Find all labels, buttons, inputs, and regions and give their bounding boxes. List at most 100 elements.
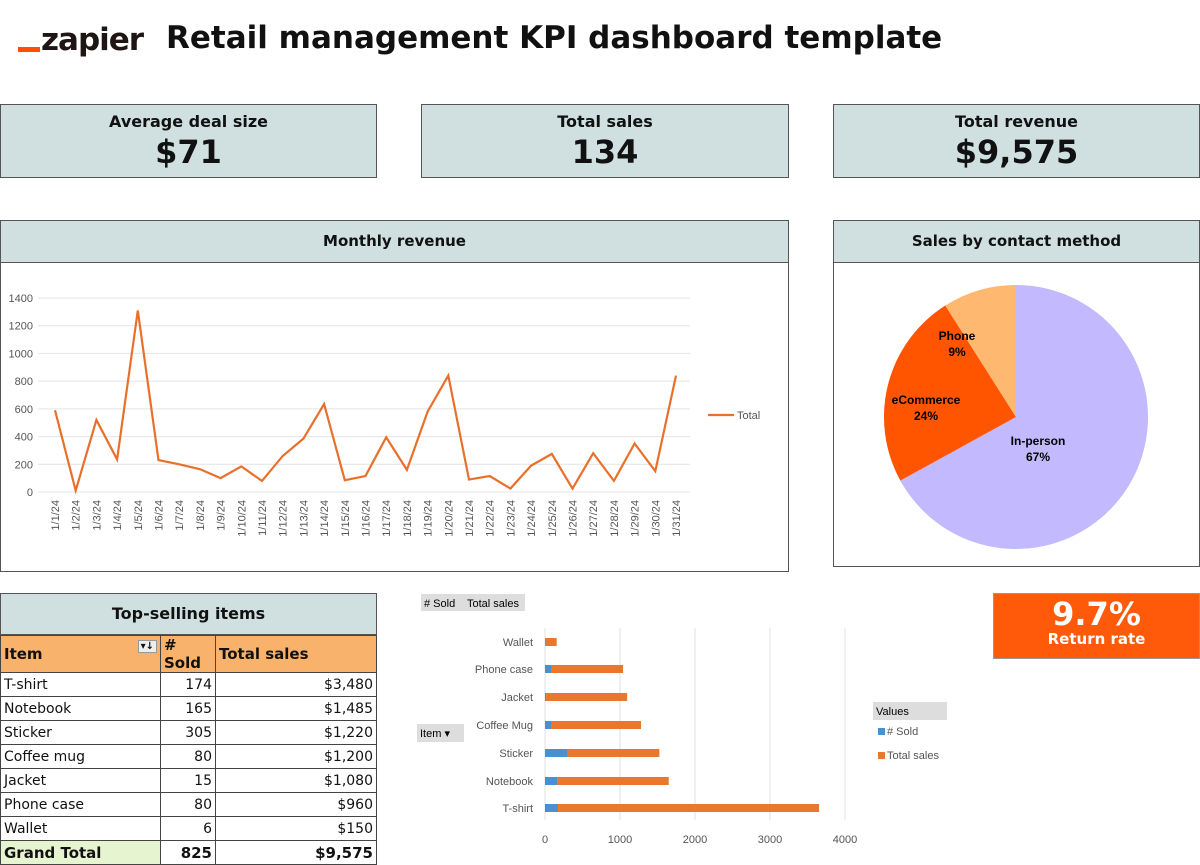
item-cell: Wallet [1, 817, 161, 841]
x-tick-label: 1/5/24 [133, 500, 145, 531]
item-filter-label: Item ▾ [420, 728, 450, 740]
x-tick-label: 1/11/24 [257, 500, 269, 536]
x-tick-label: 1/10/24 [236, 500, 248, 537]
x-tick-label: 1/24/24 [526, 500, 538, 537]
y-tick-label: 1200 [9, 321, 33, 333]
y-tick-label: 600 [15, 404, 33, 416]
y-tick-label: 400 [15, 432, 33, 444]
x-tick-label: 1/19/24 [423, 500, 435, 537]
bar-total-sales [551, 665, 623, 673]
sold-cell: 305 [161, 721, 216, 745]
x-tick-label: 1/30/24 [650, 500, 662, 537]
x-tick-label: 1/17/24 [381, 500, 393, 537]
return-rate-value: 9.7% [994, 595, 1199, 633]
bar-total-sales [568, 749, 660, 757]
legend-label: Total [737, 410, 760, 422]
category-label: Jacket [501, 692, 533, 704]
item-cell: Sticker [1, 721, 161, 745]
category-label: Coffee Mug [476, 720, 533, 732]
slice-label: eCommerce [892, 393, 961, 407]
x-tick-label: 1/28/24 [609, 500, 621, 537]
x-tick-label: 1/26/24 [568, 500, 580, 537]
slice-label: In-person [1011, 434, 1066, 448]
slice-label: Phone [939, 329, 976, 343]
top-selling-items-panel: Top-selling items Item▾↓ # Sold Total sa… [0, 593, 377, 859]
sort-filter-icon[interactable]: ▾↓ [138, 640, 157, 653]
category-label: T-shirt [502, 803, 533, 815]
x-tick-label: 1/4/24 [112, 500, 124, 531]
x-tick-label: 1/3/24 [91, 500, 103, 531]
x-tick-label: 1/2/24 [71, 500, 83, 531]
bar-sold [545, 749, 568, 757]
item-cell: Jacket [1, 769, 161, 793]
legend-title: Values [876, 706, 909, 718]
column-header-item[interactable]: Item▾↓ [1, 636, 161, 673]
y-tick-label: 0 [27, 487, 33, 499]
item-cell: Coffee mug [1, 745, 161, 769]
x-tick-label: 1/14/24 [319, 500, 331, 537]
sales-cell: $1,220 [216, 721, 377, 745]
y-tick-label: 1400 [9, 293, 33, 305]
x-tick-label: 1000 [608, 834, 632, 846]
bar-total-sales [545, 638, 556, 646]
x-tick-label: 1/31/24 [671, 500, 683, 537]
kpi-total-revenue: Total revenue$9,575 [833, 104, 1200, 178]
sold-cell: 165 [161, 697, 216, 721]
x-tick-label: 1/16/24 [361, 500, 373, 537]
bar-sold [545, 665, 551, 673]
table-title: Top-selling items [1, 594, 376, 635]
x-tick-label: 2000 [683, 834, 707, 846]
x-tick-label: 1/18/24 [402, 500, 414, 537]
item-cell: Notebook [1, 697, 161, 721]
bar-total-sales [546, 693, 627, 701]
x-tick-label: 0 [542, 834, 548, 846]
bar-total-sales [558, 804, 819, 812]
sales-cell: $1,080 [216, 769, 377, 793]
slice-pct: 67% [1026, 450, 1050, 464]
x-tick-label: 4000 [833, 834, 857, 846]
x-tick-label: 1/20/24 [443, 500, 455, 537]
x-tick-label: 1/21/24 [464, 500, 476, 537]
sold-cell: 174 [161, 673, 216, 697]
column-header-sales: Total sales [216, 636, 377, 673]
sales-cell: $3,480 [216, 673, 377, 697]
bar-sold [545, 777, 557, 785]
bar-total-sales [557, 777, 668, 785]
category-label: Sticker [499, 748, 533, 760]
category-label: Wallet [503, 637, 533, 649]
legend-swatch-sales [878, 752, 885, 759]
sales-cell: $1,485 [216, 697, 377, 721]
chart-title: Sales by contact method [834, 221, 1199, 263]
column-header-sold: # Sold [161, 636, 216, 673]
x-tick-label: 1/6/24 [154, 500, 166, 531]
x-tick-label: 1/27/24 [588, 500, 600, 537]
field-button-label: # Sold [424, 598, 455, 610]
y-tick-label: 200 [15, 459, 33, 471]
y-tick-label: 1000 [9, 348, 33, 360]
x-tick-label: 1/15/24 [340, 500, 352, 537]
return-rate-label: Return rate [994, 630, 1199, 648]
x-tick-label: 1/9/24 [216, 500, 228, 531]
y-tick-label: 800 [15, 376, 33, 388]
legend-swatch-sold [878, 728, 885, 735]
bar-sold [545, 804, 558, 812]
legend-label: # Sold [887, 726, 918, 738]
item-cell: Phone case [1, 793, 161, 817]
x-tick-label: 1/8/24 [195, 500, 207, 531]
category-label: Notebook [486, 776, 534, 788]
slice-pct: 9% [948, 345, 966, 359]
slice-pct: 24% [914, 409, 938, 423]
sold-cell: 80 [161, 793, 216, 817]
sold-cell: 6 [161, 817, 216, 841]
field-button-label: Total sales [467, 598, 519, 610]
sold-cell: 15 [161, 769, 216, 793]
kpi-value: $9,575 [834, 133, 1199, 171]
series-line-total [55, 310, 676, 490]
